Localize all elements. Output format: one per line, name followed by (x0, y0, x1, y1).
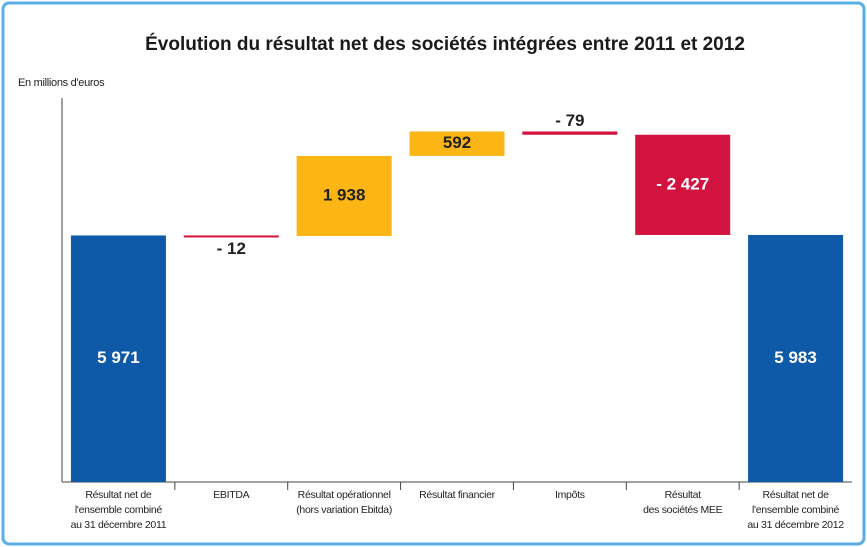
bar (70, 235, 166, 482)
bar (522, 131, 618, 135)
bar (183, 235, 279, 238)
value-label: 5 983 (774, 348, 817, 367)
value-label: 5 971 (97, 348, 140, 367)
value-label: 1 938 (323, 185, 366, 204)
value-label: - 79 (555, 111, 584, 130)
bar (296, 155, 392, 236)
x-tick-label: Résultat net de l'ensemble combiné au 31… (747, 489, 844, 531)
value-label: - 2 427 (656, 174, 709, 193)
bar (748, 234, 844, 482)
chart-title: Évolution du résultat net des sociétés i… (145, 33, 745, 55)
x-tick-label: Résultat financier (419, 489, 495, 501)
x-tick-label: Résultat net de l'ensemble combiné au 31… (70, 489, 167, 531)
value-label: 592 (443, 133, 471, 152)
x-tick-label: Résultat opérationnel (hors variation Eb… (296, 489, 393, 516)
value-label: - 12 (217, 239, 246, 258)
y-axis-label: En millions d'euros (18, 77, 105, 89)
bar (409, 131, 505, 156)
x-tick-label: EBITDA (213, 489, 250, 501)
bar (635, 134, 731, 235)
x-tick-label: Impôts (554, 489, 585, 501)
x-tick-label: Résultat des sociétés MEE (643, 489, 723, 516)
